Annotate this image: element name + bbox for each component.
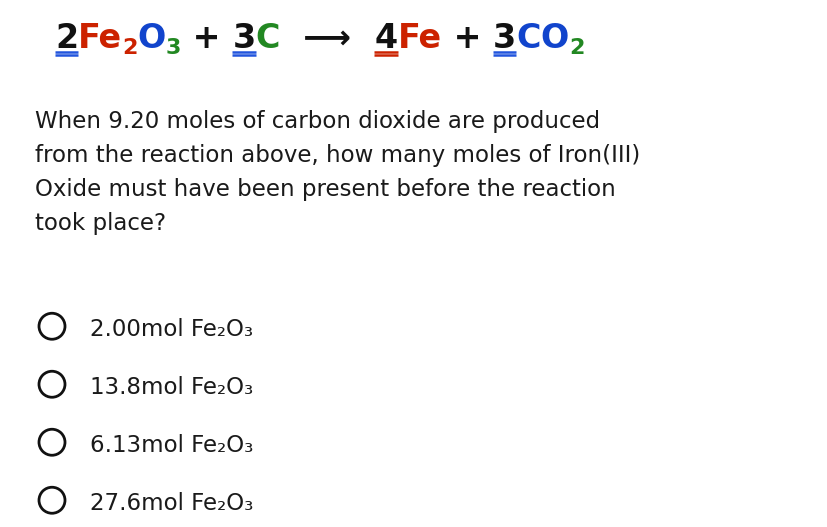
Text: 4: 4 [374, 22, 397, 55]
Text: took place?: took place? [35, 212, 166, 235]
Text: O: O [540, 22, 568, 55]
Text: from the reaction above, how many moles of Iron(III): from the reaction above, how many moles … [35, 144, 639, 167]
Text: 13.8mol Fe₂O₃: 13.8mol Fe₂O₃ [90, 376, 253, 399]
Text: Fe: Fe [397, 22, 442, 55]
Text: 2: 2 [55, 22, 78, 55]
Text: 6.13mol Fe₂O₃: 6.13mol Fe₂O₃ [90, 434, 253, 457]
Text: Fe: Fe [78, 22, 122, 55]
Text: 2.00mol Fe₂O₃: 2.00mol Fe₂O₃ [90, 318, 253, 341]
Text: 2: 2 [568, 38, 584, 58]
Text: 3: 3 [492, 22, 515, 55]
Text: +: + [181, 22, 232, 55]
Text: 3: 3 [232, 22, 256, 55]
Text: C: C [515, 22, 540, 55]
Text: ⟶: ⟶ [280, 22, 374, 55]
Text: 27.6mol Fe₂O₃: 27.6mol Fe₂O₃ [90, 492, 253, 515]
Text: 3: 3 [165, 38, 181, 58]
Text: Oxide must have been present before the reaction: Oxide must have been present before the … [35, 178, 615, 201]
Text: 2: 2 [122, 38, 137, 58]
Text: When 9.20 moles of carbon dioxide are produced: When 9.20 moles of carbon dioxide are pr… [35, 110, 600, 133]
Text: O: O [137, 22, 165, 55]
Text: +: + [442, 22, 492, 55]
Text: C: C [256, 22, 280, 55]
